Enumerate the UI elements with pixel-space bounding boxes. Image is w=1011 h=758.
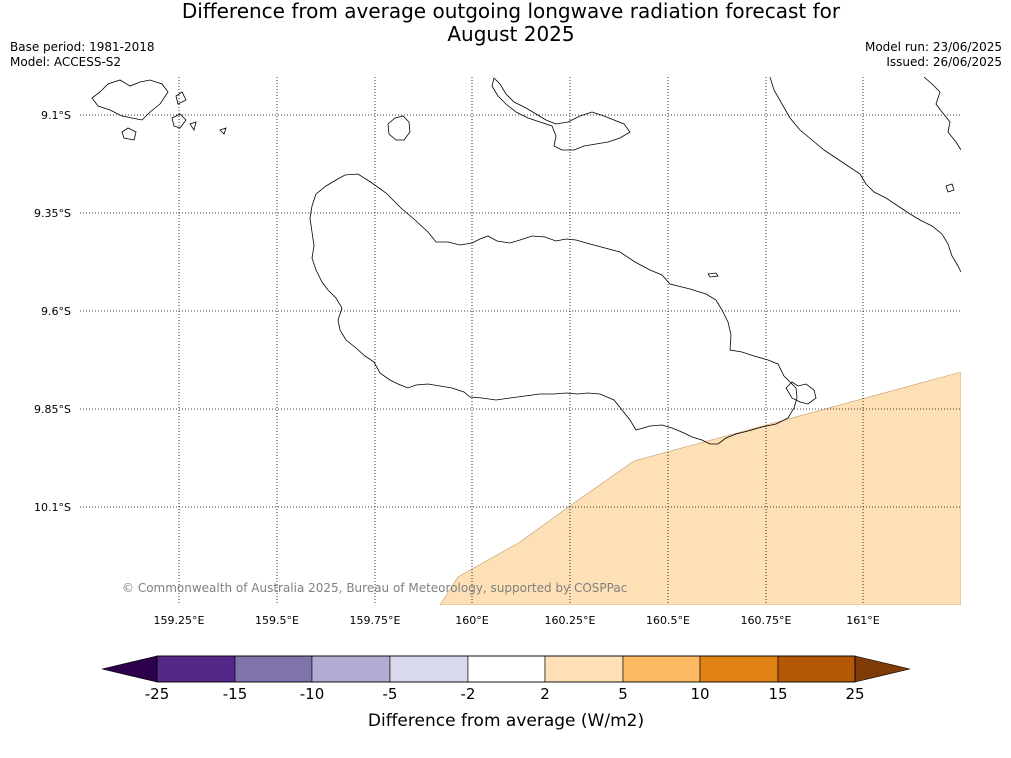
model-run: Model run: 23/06/2025 [864,40,1002,54]
colorbar-frame [156,655,856,683]
colorbar-segment [622,655,701,683]
colorbar-segment [234,655,313,683]
lat-label-10-1: 10.1°S [34,501,71,514]
issued-date: Issued: 26/06/2025 [886,55,1002,69]
malaita-north [923,77,961,151]
map-title: Difference from average outgoing longwav… [181,0,841,46]
base-period: Base period: 1981-2018 [10,40,155,54]
lat-label-9-1: 9.1°S [41,109,71,122]
marau-islets [785,381,817,405]
colorbar: -25 -15 -10 -5 -2 2 5 10 15 25 Differenc… [101,655,911,731]
colorbar-tick: 5 [618,685,628,703]
colorbar-tick: -25 [145,685,170,703]
colorbar-segment [311,655,391,683]
lat-label-9-35: 9.35°S [34,207,71,220]
lon-label-161: 161°E [846,614,879,627]
colorbar-extend-left [101,655,158,683]
map-area [91,77,961,605]
colorbar-extend-right [854,655,911,683]
colorbar-segment [389,655,469,683]
lon-label-160-75: 160.75°E [741,614,792,627]
colorbar-segment [467,655,546,683]
lat-label-9-6: 9.6°S [41,305,71,318]
lon-label-159-25: 159.25°E [154,614,205,627]
colorbar-segment [699,655,779,683]
guadalcanal-coastline [309,173,798,445]
islet [707,272,719,278]
lon-label-159-75: 159.75°E [350,614,401,627]
meta-left: Base period: 1981-2018 Model: ACCESS-S2 [10,40,155,70]
colorbar-segment [156,655,236,683]
lon-label-159-5: 159.5°E [255,614,299,627]
florida-islands [491,77,631,151]
lat-label-9-85: 9.85°S [34,403,71,416]
colorbar-segment [544,655,624,683]
model-name: Model: ACCESS-S2 [10,55,122,69]
colorbar-segment [777,655,856,683]
lon-label-160: 160°E [455,614,488,627]
lon-label-160-25: 160.25°E [545,614,596,627]
colorbar-tick: -15 [223,685,248,703]
colorbar-tick: 25 [845,685,864,703]
colorbar-tick: 10 [690,685,709,703]
positive-anomaly-region [439,371,961,605]
malaita-coastline [769,77,961,273]
lon-label-160-5: 160.5°E [646,614,690,627]
meta-right: Model run: 23/06/2025 Issued: 26/06/2025 [865,40,1002,70]
malaita-islet [945,183,955,193]
copyright-notice: © Commonwealth of Australia 2025, Bureau… [122,581,627,595]
colorbar-tick: -10 [300,685,325,703]
savo-island [387,115,411,141]
graticule [80,77,961,605]
colorbar-tick: 2 [540,685,550,703]
colorbar-tick: -5 [383,685,398,703]
colorbar-label: Difference from average (W/m2) [368,711,644,731]
russell-islands [91,79,227,141]
colorbar-tick: -2 [461,685,476,703]
colorbar-tick: 15 [768,685,787,703]
